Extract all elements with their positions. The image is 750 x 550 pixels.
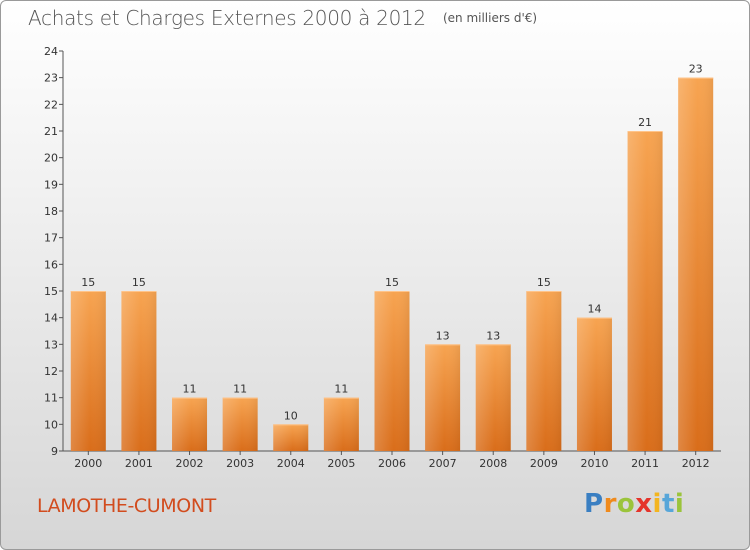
y-tick-label: 16 xyxy=(44,258,58,271)
logo-letter: r xyxy=(603,489,617,519)
title-row: Achats et Charges Externes 2000 à 2012 (… xyxy=(28,6,537,30)
bar-shine xyxy=(526,291,562,451)
commune-name: LAMOTHE-CUMONT xyxy=(37,495,216,517)
x-tick-label: 2009 xyxy=(530,457,558,470)
bar-shine xyxy=(374,291,410,451)
y-tick-label: 21 xyxy=(44,125,58,138)
data-label: 11 xyxy=(233,383,247,396)
y-tick-label: 15 xyxy=(44,285,58,298)
data-label: 21 xyxy=(638,116,652,129)
chart-title: Achats et Charges Externes 2000 à 2012 xyxy=(28,6,426,30)
y-tick-label: 14 xyxy=(44,312,58,325)
bar-shine xyxy=(273,424,309,451)
bar-shine xyxy=(70,291,106,451)
data-label: 15 xyxy=(385,276,399,289)
data-labels: 15 15 11 11 10 11 15 13 13 15 14 21 23 xyxy=(81,63,702,423)
data-label: 15 xyxy=(132,276,146,289)
x-axis: 2000 2001 2002 2003 2004 2005 2006 2007 2008 2009… xyxy=(63,450,721,470)
x-tick-label: 2010 xyxy=(580,457,608,470)
logo-letter: i xyxy=(652,489,662,519)
x-tick-label: 2011 xyxy=(631,457,659,470)
logo-letter: x xyxy=(635,489,653,519)
logo-letter: P xyxy=(584,489,604,519)
bar-shine xyxy=(678,77,714,452)
y-tick-label: 13 xyxy=(44,338,58,351)
x-tick-label: 2007 xyxy=(429,457,457,470)
bar-shine xyxy=(323,397,359,451)
bar-shine xyxy=(222,397,258,451)
bar-shine xyxy=(627,131,663,451)
y-tick-label: 20 xyxy=(44,152,58,165)
logo-letter: o xyxy=(616,489,636,519)
x-tick-label: 2003 xyxy=(226,457,254,470)
data-label: 23 xyxy=(689,63,703,76)
data-label: 14 xyxy=(587,303,601,316)
bar-shine xyxy=(475,344,511,451)
y-tick-label: 11 xyxy=(44,392,58,405)
bar-shine xyxy=(121,291,157,451)
bar-shine xyxy=(172,397,208,451)
x-tick-label: 2004 xyxy=(277,457,305,470)
data-label: 11 xyxy=(334,383,348,396)
data-label: 15 xyxy=(537,276,551,289)
y-tick-label: 19 xyxy=(44,178,58,191)
data-label: 13 xyxy=(486,329,500,342)
data-label: 11 xyxy=(183,383,197,396)
logo-letter: i xyxy=(674,489,685,519)
y-tick-label: 17 xyxy=(44,232,58,245)
chart-unit: (en milliers d'€) xyxy=(442,11,538,25)
proxiti-logo[interactable]: Proxiti xyxy=(584,489,684,519)
bars xyxy=(70,77,714,452)
x-tick-label: 2000 xyxy=(74,457,102,470)
data-label: 10 xyxy=(284,409,298,422)
y-tick-label: 23 xyxy=(44,72,58,85)
bar-shine xyxy=(425,344,461,451)
y-tick-label: 10 xyxy=(44,418,58,431)
x-tick-label: 2008 xyxy=(479,457,507,470)
logo-letter: t xyxy=(661,489,675,519)
data-label: 15 xyxy=(81,276,95,289)
x-tick-label: 2001 xyxy=(125,457,153,470)
x-tick-label: 2006 xyxy=(378,457,406,470)
y-tick-label: 18 xyxy=(44,205,58,218)
data-label: 13 xyxy=(436,329,450,342)
y-tick-label: 9 xyxy=(51,445,58,458)
y-tick-label: 24 xyxy=(44,45,58,58)
y-tick-label: 22 xyxy=(44,98,58,111)
x-tick-label: 2005 xyxy=(327,457,355,470)
x-tick-label: 2002 xyxy=(176,457,204,470)
bar-shine xyxy=(576,317,612,451)
y-axis: 9 10 11 12 13 14 15 16 17 18 19 20 21 22 23 24 xyxy=(44,45,64,458)
x-tick-label: 2012 xyxy=(682,457,710,470)
y-tick-label: 12 xyxy=(44,365,58,378)
